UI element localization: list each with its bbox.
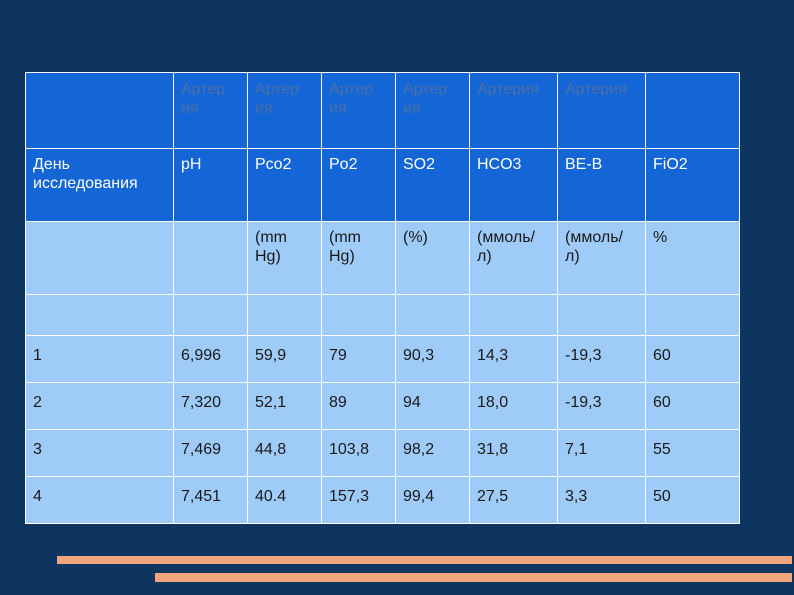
data-cell: 103,8	[321, 429, 396, 477]
table-row: 1 6,996 59,9 79 90,3 14,3 -19,3 60	[25, 335, 740, 383]
empty-cell	[395, 294, 470, 336]
data-cell: 99,4	[395, 476, 470, 524]
unit-cell: (ммоль/ л)	[469, 221, 558, 295]
blood-gas-table: Артер ия Артер ия Артер ия Артер ия Арте…	[25, 72, 740, 524]
data-cell: 90,3	[395, 335, 470, 383]
parameter-header-row: День исследования pH Pco2 Po2 SO2 HCO3 B…	[25, 148, 740, 222]
data-cell: 31,8	[469, 429, 558, 477]
unit-cell	[173, 221, 248, 295]
unit-cell: (%)	[395, 221, 470, 295]
data-cell: 79	[321, 335, 396, 383]
header-cell: Артер ия	[247, 72, 322, 149]
table-row: 2 7,320 52,1 89 94 18,0 -19,3 60	[25, 382, 740, 430]
data-cell: 59,9	[247, 335, 322, 383]
unit-cell	[25, 221, 174, 295]
header-cell: BE-B	[557, 148, 646, 222]
empty-cell	[645, 294, 740, 336]
data-cell: 3	[25, 429, 174, 477]
accent-bar-bottom	[155, 573, 792, 582]
header-cell: FiO2	[645, 148, 740, 222]
data-cell: 94	[395, 382, 470, 430]
data-cell: 27,5	[469, 476, 558, 524]
empty-cell	[321, 294, 396, 336]
data-cell: 89	[321, 382, 396, 430]
unit-cell: (ммоль/ л)	[557, 221, 646, 295]
header-cell: Артер ия	[321, 72, 396, 149]
data-cell: 50	[645, 476, 740, 524]
header-cell	[25, 72, 174, 149]
data-cell: -19,3	[557, 382, 646, 430]
empty-cell	[25, 294, 174, 336]
table-row: 3 7,469 44,8 103,8 98,2 31,8 7,1 55	[25, 429, 740, 477]
header-cell: Pco2	[247, 148, 322, 222]
data-cell: 18,0	[469, 382, 558, 430]
data-cell: -19,3	[557, 335, 646, 383]
data-cell: 60	[645, 335, 740, 383]
data-cell: 7,451	[173, 476, 248, 524]
data-cell: 1	[25, 335, 174, 383]
header-cell: SO2	[395, 148, 470, 222]
data-cell: 40.4	[247, 476, 322, 524]
header-cell: Артер ия	[173, 72, 248, 149]
data-cell: 52,1	[247, 382, 322, 430]
table-row: 4 7,451 40.4 157,3 99,4 27,5 3,3 50	[25, 476, 740, 524]
header-cell: Po2	[321, 148, 396, 222]
data-cell: 6,996	[173, 335, 248, 383]
empty-cell	[469, 294, 558, 336]
data-cell: 44,8	[247, 429, 322, 477]
unit-cell: (mm Hg)	[321, 221, 396, 295]
accent-bar-top	[57, 556, 792, 564]
data-cell: 14,3	[469, 335, 558, 383]
data-cell: 4	[25, 476, 174, 524]
unit-cell: %	[645, 221, 740, 295]
units-row: (mm Hg) (mm Hg) (%) (ммоль/ л) (ммоль/ л…	[25, 221, 740, 295]
artery-header-row: Артер ия Артер ия Артер ия Артер ия Арте…	[25, 72, 740, 149]
header-cell: pH	[173, 148, 248, 222]
empty-cell	[557, 294, 646, 336]
unit-cell: (mm Hg)	[247, 221, 322, 295]
header-cell: Артер ия	[395, 72, 470, 149]
header-cell: День исследования	[25, 148, 174, 222]
empty-cell	[247, 294, 322, 336]
data-cell: 98,2	[395, 429, 470, 477]
empty-cell	[173, 294, 248, 336]
data-cell: 7,320	[173, 382, 248, 430]
blank-row	[25, 294, 740, 336]
data-cell: 60	[645, 382, 740, 430]
header-cell	[645, 72, 740, 149]
header-cell: Артерия	[557, 72, 646, 149]
data-cell: 2	[25, 382, 174, 430]
data-cell: 55	[645, 429, 740, 477]
data-cell: 3,3	[557, 476, 646, 524]
data-cell: 157,3	[321, 476, 396, 524]
header-cell: Артерия	[469, 72, 558, 149]
data-cell: 7,1	[557, 429, 646, 477]
header-cell: HCO3	[469, 148, 558, 222]
data-cell: 7,469	[173, 429, 248, 477]
